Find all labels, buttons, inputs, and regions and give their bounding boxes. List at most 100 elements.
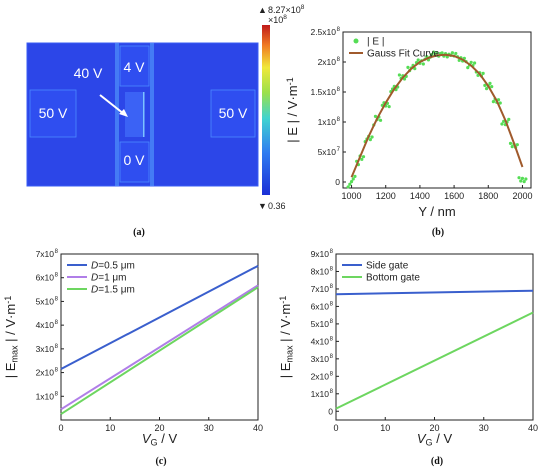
scatter-point (476, 73, 480, 77)
y-tick-exponent: 8 (330, 266, 334, 272)
scatter-point (373, 114, 378, 118)
scatter-point (519, 179, 523, 183)
y-tick-label: 0 (335, 177, 340, 187)
legend-label: Bottom gate (366, 273, 420, 284)
y-tick-label: 9x10 (311, 249, 330, 259)
y-tick-exponent: 8 (55, 273, 59, 279)
scatter-point (522, 180, 526, 184)
scatter-point (370, 135, 374, 139)
electrode-edge (115, 43, 119, 186)
x-tick-label: 2000 (512, 191, 532, 201)
y-tick-label: 2x10 (318, 57, 337, 67)
label-bottom-voltage: 0 V (123, 152, 145, 168)
colorbar (262, 25, 270, 195)
y-tick-exponent: 7 (337, 147, 341, 153)
panel-caption: (b) (432, 227, 444, 238)
scatter-point (490, 85, 494, 89)
y-tick-label: 5x10 (36, 296, 55, 306)
arrow-head-icon (119, 109, 128, 117)
scatter-point (416, 58, 420, 62)
x-tick-label: 1800 (478, 191, 498, 201)
scatter-point (491, 100, 495, 104)
x-tick-label: 10 (380, 423, 390, 433)
bottom-electrode (119, 141, 150, 183)
scatter-point (450, 51, 454, 55)
y-tick-label: 5x10 (311, 319, 330, 329)
y-tick-exponent: 8 (337, 27, 341, 33)
y-tick-label: 1x10 (311, 389, 330, 399)
y-tick-label: 1x10 (36, 391, 55, 401)
series-line (335, 311, 534, 410)
series-line (350, 53, 524, 178)
legend-label: D=1 μm (91, 273, 127, 284)
colorbar-multiplier: ×108 (268, 14, 287, 25)
scatter-point (515, 143, 519, 147)
scatter-point (507, 117, 511, 121)
y-tick-exponent: 8 (330, 389, 334, 395)
label-top-voltage: 4 V (123, 59, 145, 75)
y-tick-label: 1x10 (318, 117, 337, 127)
label-side-voltage: 40 V (74, 65, 103, 81)
y-tick-exponent: 8 (55, 368, 59, 374)
label-right-voltage: 50 V (219, 105, 248, 121)
scatter-point (520, 176, 525, 180)
y-tick-exponent: 8 (337, 117, 341, 123)
channel (125, 92, 143, 137)
y-tick-exponent: 8 (55, 249, 59, 255)
scatter-point (483, 83, 487, 87)
y-tick-label: 7x10 (36, 249, 55, 259)
scatter-point (346, 185, 350, 189)
scatter-point (517, 176, 521, 180)
scatter-point (524, 177, 528, 181)
scatter-point (348, 182, 352, 186)
y-tick-exponent: 8 (330, 284, 334, 290)
y-tick-label: 3x10 (36, 344, 55, 354)
colorbar-max-label: 8.27×108 (268, 4, 305, 15)
y-tick-label: 0 (328, 406, 333, 416)
legend-label: D=1.5 μm (91, 285, 135, 296)
y-tick-label: 3x10 (311, 354, 330, 364)
scatter-point (510, 145, 514, 149)
panel-a-field-map: 4 V 0 V 50 V 50 V 40 V ▲ 8.27×108 ×108 ▼… (26, 4, 305, 238)
scatter-point (435, 51, 439, 55)
y-axis-label: | E | / V·m-1 (285, 77, 300, 142)
left-electrode (29, 89, 77, 138)
scatter-point (498, 101, 502, 105)
scatter-point (353, 174, 357, 178)
scatter-point (484, 87, 489, 91)
field-arrow (99, 94, 125, 115)
label-left-voltage: 50 V (39, 105, 68, 121)
y-tick-exponent: 8 (55, 320, 59, 326)
colorbar-min-label: 0.36 (268, 201, 286, 211)
y-tick-label: 2x10 (311, 371, 330, 381)
scatter-point (397, 73, 401, 77)
y-tick-label: 4x10 (311, 336, 330, 346)
scatter-point (508, 141, 513, 145)
scatter-point (402, 77, 407, 81)
y-tick-exponent: 8 (55, 391, 59, 397)
y-tick-label: 4x10 (36, 320, 55, 330)
colorbar-min-mark: ▼ (258, 201, 267, 211)
y-tick-exponent: 8 (337, 87, 341, 93)
y-tick-exponent: 8 (55, 296, 59, 302)
y-tick-exponent: 8 (330, 249, 334, 255)
y-tick-label: 2.5x10 (310, 27, 336, 37)
x-tick-label: 1400 (410, 191, 430, 201)
scatter-point (413, 67, 417, 71)
x-tick-label: 20 (429, 423, 439, 433)
y-tick-label: 5x10 (318, 147, 337, 157)
scatter-point (349, 180, 354, 184)
y-tick-exponent: 8 (55, 344, 59, 350)
series-line (335, 289, 534, 296)
scatter-point (431, 50, 436, 54)
y-tick-label: 1.5x10 (310, 87, 336, 97)
legend-label: | E | (367, 37, 384, 48)
scatter-point (496, 98, 501, 102)
scatter-point (469, 60, 473, 64)
x-axis-label: VG / V (142, 431, 178, 448)
x-axis-label: VG / V (417, 431, 453, 448)
top-electrode (119, 45, 150, 87)
scatter-point (421, 62, 425, 66)
series-line (60, 264, 259, 370)
